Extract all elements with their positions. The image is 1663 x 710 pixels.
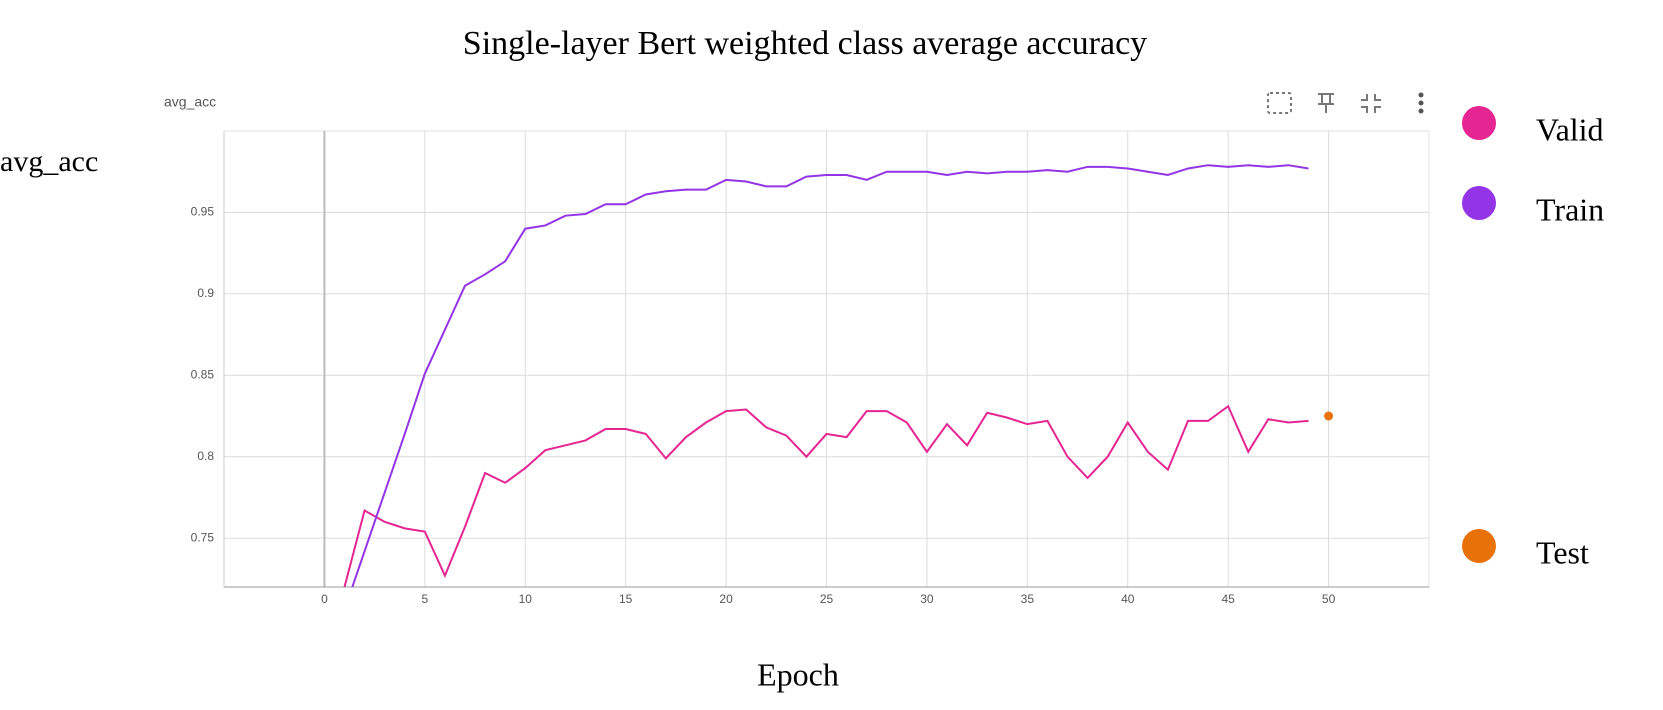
legend-label: Test: [1536, 534, 1589, 570]
legend-swatch: [1462, 529, 1496, 563]
y-axis-label: avg_acc: [0, 145, 98, 178]
data-point: [1324, 411, 1334, 421]
legend-label: Valid: [1536, 111, 1604, 147]
series-line: [351, 164, 1309, 587]
x-tick-label: 25: [820, 592, 834, 606]
pin-button[interactable]: [1318, 93, 1334, 113]
y-tick-label: 0.85: [191, 367, 215, 381]
y-tick-label: 0.9: [197, 286, 214, 300]
collapse-button[interactable]: [1361, 94, 1381, 113]
x-tick-label: 45: [1221, 592, 1235, 606]
x-tick-label: 5: [421, 592, 428, 606]
series-line: [343, 404, 1309, 587]
x-tick-label: 50: [1322, 592, 1336, 606]
menu-button[interactable]: [1418, 92, 1424, 114]
legend-swatch: [1462, 106, 1496, 140]
x-tick-label: 30: [920, 592, 934, 606]
chart-title: Single-layer Bert weighted class average…: [463, 25, 1147, 62]
legend-label: Train: [1536, 191, 1604, 227]
x-tick-label: 40: [1121, 592, 1135, 606]
x-tick-label: 35: [1021, 592, 1035, 606]
legend-swatch: [1462, 186, 1496, 220]
y-tick-label: 0.75: [191, 530, 215, 544]
x-tick-label: 10: [519, 592, 533, 606]
x-axis-label: Epoch: [757, 656, 839, 692]
fit-button[interactable]: [1267, 92, 1292, 114]
toolbar: [1267, 92, 1424, 114]
x-tick-label: 0: [321, 592, 328, 606]
panel-title: avg_acc: [164, 94, 216, 110]
y-tick-label: 0.8: [197, 449, 214, 463]
plot-area: [343, 164, 1334, 587]
y-tick-label: 0.95: [191, 205, 215, 219]
x-tick-label: 15: [619, 592, 633, 606]
x-tick-label: 20: [719, 592, 733, 606]
